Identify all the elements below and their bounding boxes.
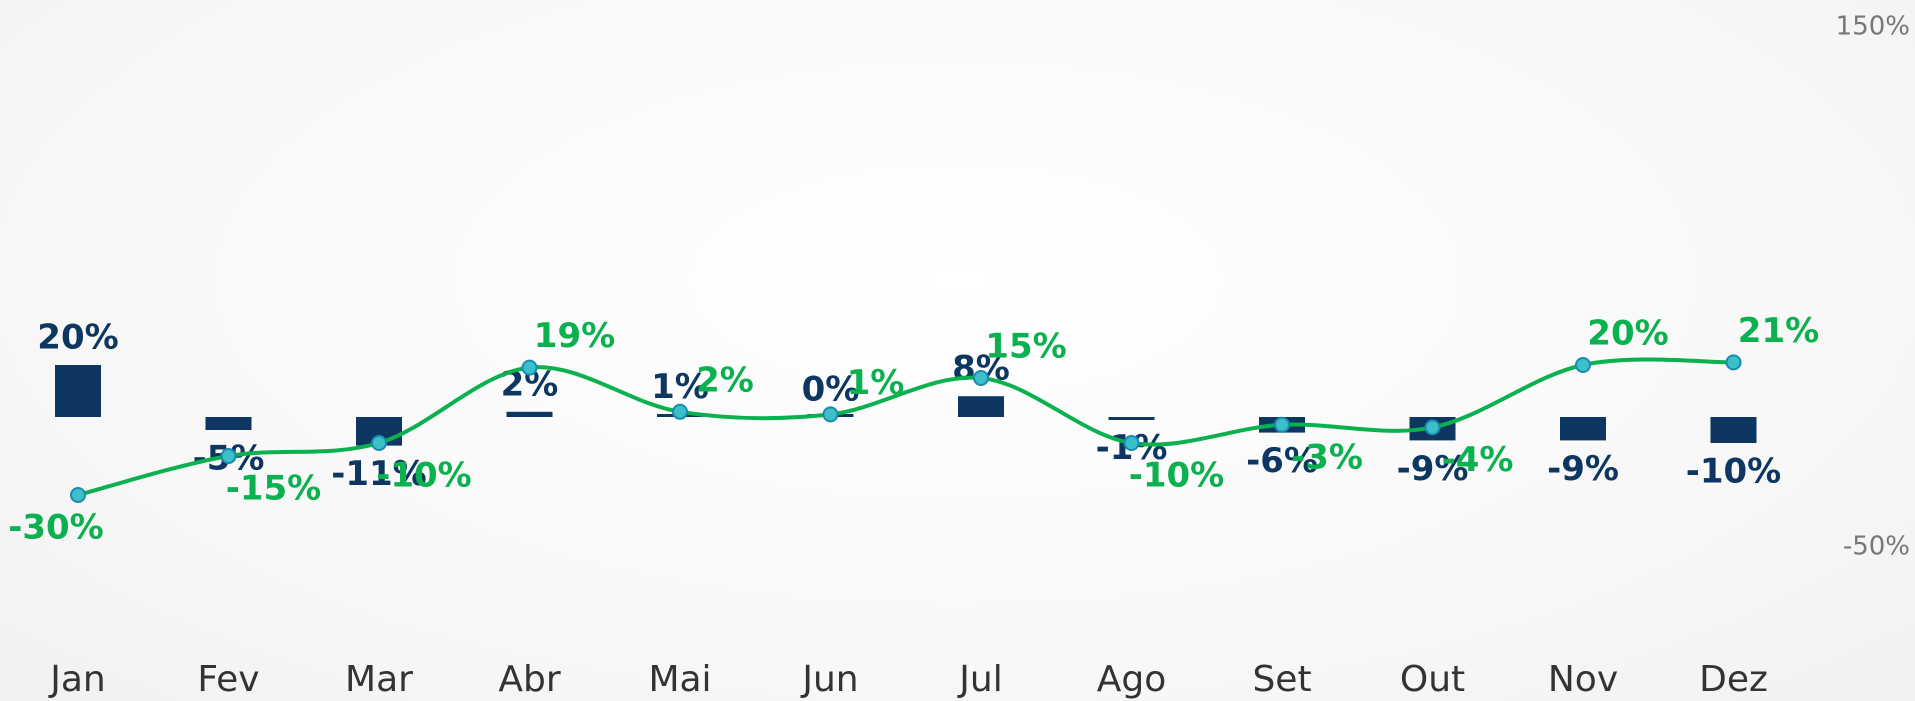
- line-label: 20%: [1587, 314, 1668, 354]
- bar-label: -10%: [1686, 452, 1782, 492]
- x-tick-label: Ago: [1097, 659, 1167, 700]
- bar-label: -6%: [1246, 441, 1318, 481]
- x-tick-label: Set: [1252, 659, 1311, 700]
- x-tick-label: Out: [1400, 659, 1465, 700]
- line-label: 19%: [534, 316, 615, 356]
- x-tick-label: Mai: [648, 659, 711, 700]
- line-marker: [1274, 416, 1290, 433]
- line: [77, 357, 1734, 497]
- x-tick-label: Dez: [1699, 659, 1768, 700]
- bar: [1108, 417, 1155, 420]
- line-marker: [1424, 419, 1441, 436]
- bar-label: 20%: [37, 318, 118, 358]
- line-label: 15%: [985, 327, 1066, 367]
- y-tick-label: 150%: [1836, 12, 1910, 42]
- bar-label: 0%: [802, 370, 860, 410]
- bar-label: 1%: [651, 367, 709, 407]
- line-marker: [70, 487, 86, 503]
- line-label: -30%: [8, 508, 104, 548]
- bar: [55, 365, 101, 417]
- x-tick-label: Fev: [197, 659, 259, 700]
- line-marker: [1123, 435, 1140, 451]
- x-tick-label: Nov: [1548, 659, 1618, 700]
- line-marker: [973, 370, 989, 386]
- x-tick-label: Abr: [498, 659, 560, 700]
- line-label: -10%: [376, 456, 472, 496]
- bar-label: -9%: [1397, 449, 1469, 489]
- line-marker: [371, 435, 387, 451]
- line-label: -15%: [226, 469, 322, 509]
- line-marker: [1575, 357, 1591, 373]
- line-marker: [822, 406, 839, 423]
- line-label: 21%: [1738, 311, 1819, 351]
- bar: [506, 411, 553, 417]
- x-tick-label: Jun: [800, 659, 858, 700]
- line-marker: [1725, 354, 1742, 371]
- x-tick-label: Jan: [48, 659, 106, 700]
- bar: [1710, 417, 1757, 443]
- line-label: -3%: [1291, 437, 1363, 477]
- line-label: 1%: [847, 363, 905, 403]
- x-tick-label: Mar: [345, 659, 413, 700]
- line-label: -4%: [1442, 440, 1514, 480]
- line-label: 2%: [696, 360, 754, 400]
- line-marker: [220, 448, 237, 464]
- bar: [958, 396, 1004, 417]
- bar-label: -9%: [1547, 449, 1619, 489]
- x-tick-label: Jul: [957, 659, 1002, 700]
- line-marker: [672, 403, 688, 420]
- y-tick-label: -50%: [1843, 532, 1910, 562]
- bar-label: -11%: [331, 454, 427, 494]
- bar: [205, 417, 252, 430]
- line-label: -10%: [1129, 456, 1225, 496]
- line-marker: [521, 359, 538, 376]
- bar: [1560, 417, 1606, 441]
